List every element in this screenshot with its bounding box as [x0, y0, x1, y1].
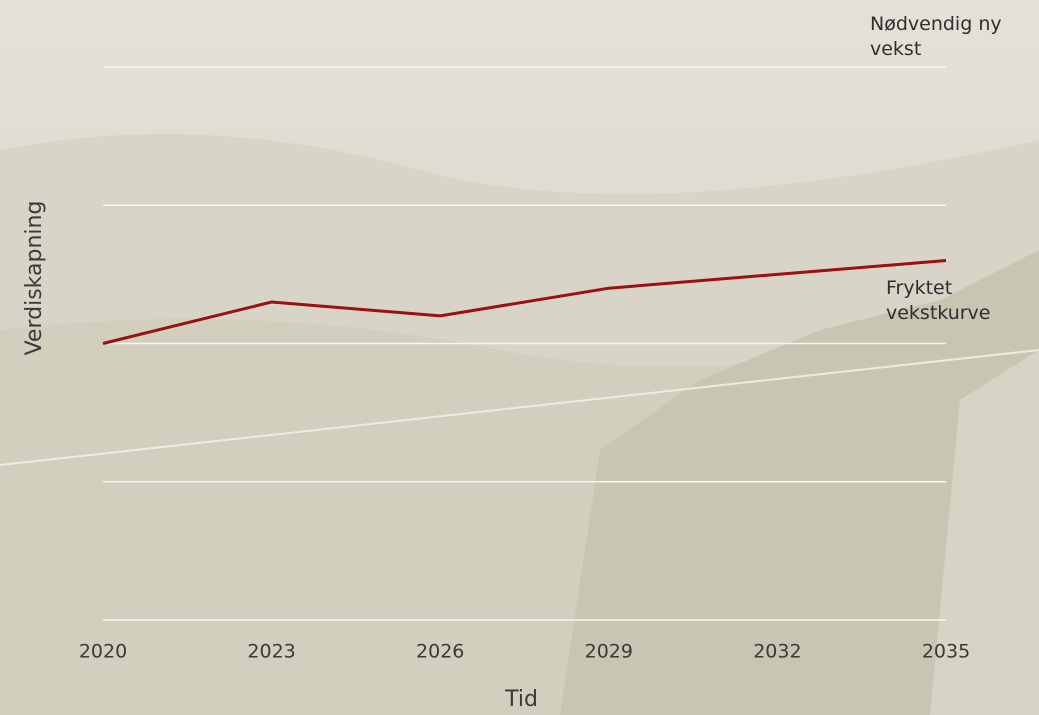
x-tick-label: 2023	[247, 641, 295, 663]
x-tick-label: 2032	[753, 641, 801, 663]
series-label: Nødvendig ny vekst	[870, 13, 1002, 60]
rock	[930, 350, 1039, 715]
x-tick-label: 2035	[922, 641, 970, 663]
x-tick-label: 2029	[585, 641, 633, 663]
x-axis-label: Tid	[504, 687, 538, 712]
series-label: Fryktet vekstkurve	[886, 277, 991, 324]
series-line	[102, 259, 947, 345]
rope	[0, 349, 1039, 466]
x-tick-label: 2026	[416, 641, 464, 663]
y-axis-label: Verdiskapning	[22, 201, 47, 356]
x-tick-label: 2020	[79, 641, 127, 663]
